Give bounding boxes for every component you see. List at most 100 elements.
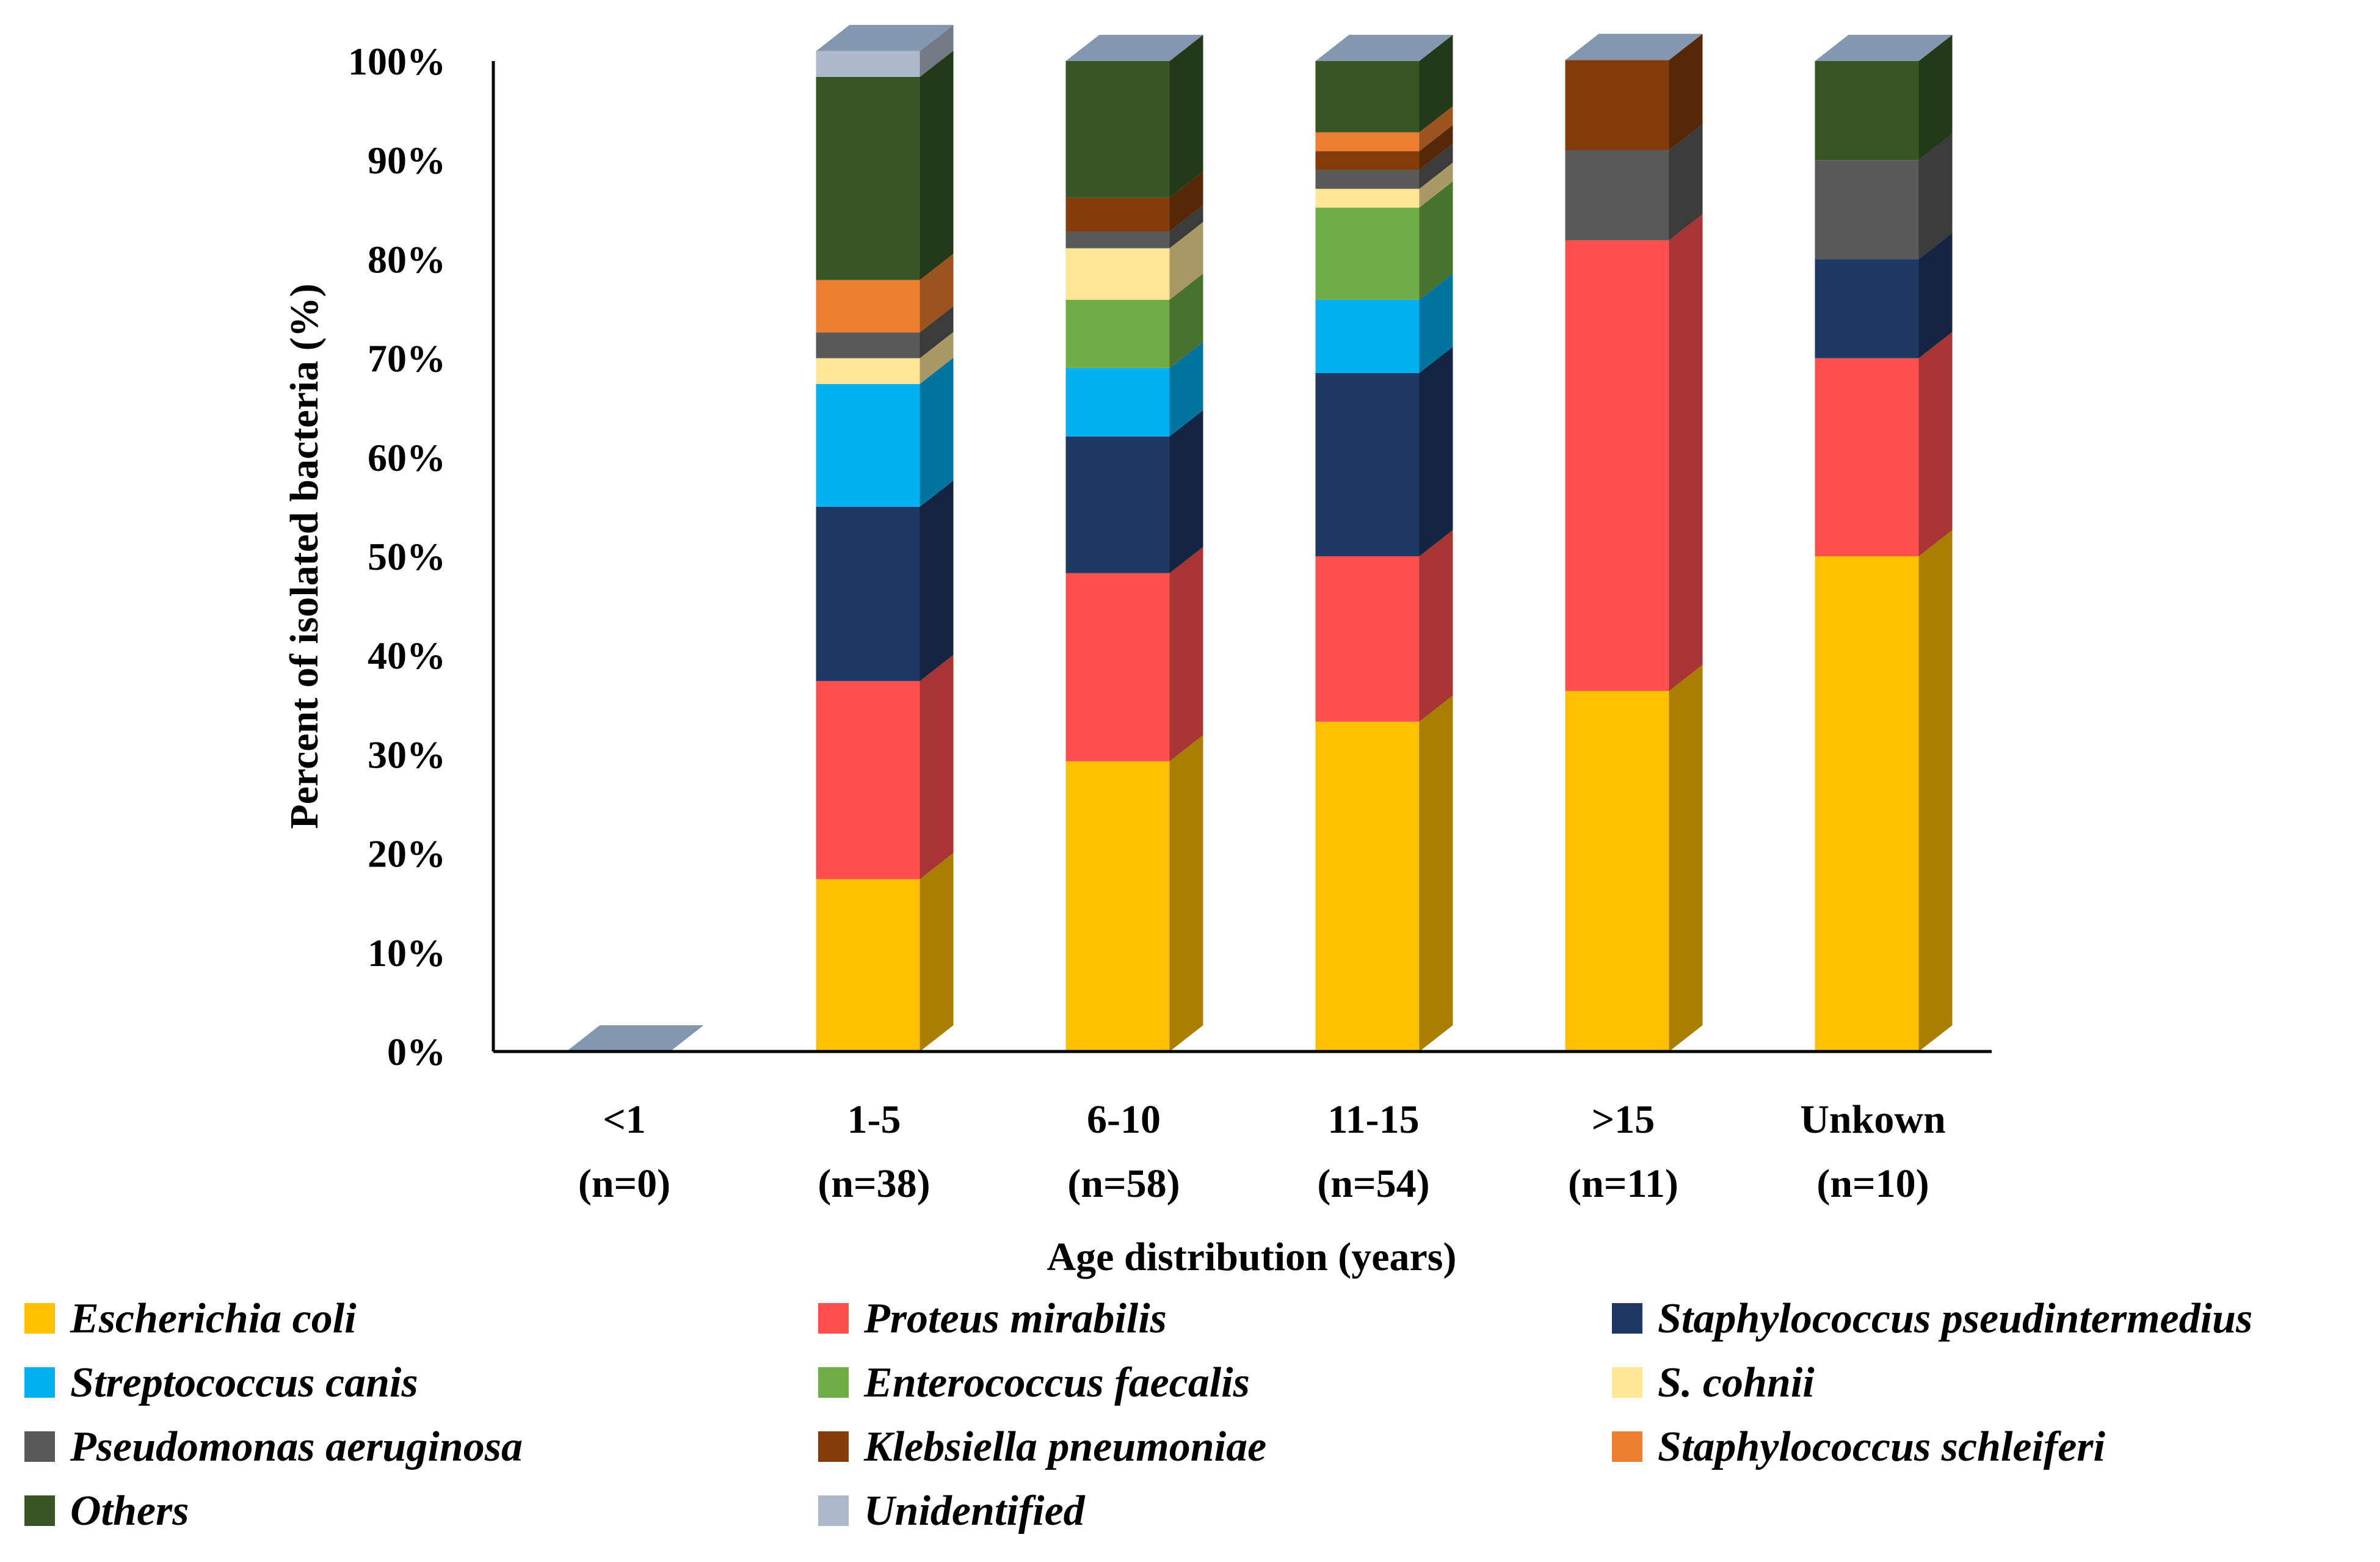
bar-segment [1315,106,1453,151]
bar-segment-side [1419,143,1453,189]
bar-segment [1065,341,1203,437]
bar-segment [1065,735,1203,1052]
bar-segment-side [1918,233,1953,358]
bar-segment-side [1419,346,1453,556]
bar-segment-side [1419,181,1453,300]
bar-segment-side [1669,34,1703,150]
bar-segment-front [816,383,920,507]
legend-label: Unidentified [864,1488,1086,1535]
bar-segment [1815,35,1953,161]
bar-segment-side [1669,664,1703,1052]
legend-item: Staphylococcus pseudintermedius [1612,1295,2252,1342]
bar-segment [1065,205,1203,249]
bar-segment-side [1169,410,1203,573]
bar-segment [1315,695,1453,1052]
legend-swatch [24,1431,55,1462]
bar-top-cap [1565,34,1703,60]
bar-segment [1065,273,1203,368]
bar-segment-side [1169,341,1203,437]
legend-label: Streptococcus canis [70,1359,418,1406]
bar-segment-front [1315,721,1420,1052]
bar-segment-front [1815,259,1919,358]
bar-segment-side [920,306,954,358]
bar-segment-front [1315,299,1420,373]
bar-segment [1565,664,1703,1052]
bar-segment [1815,233,1953,358]
bar-segment [1315,143,1453,189]
bar-segment [1815,530,1953,1052]
bar-segment-side [920,852,954,1052]
x-tick-label: 1-5 [847,1097,901,1142]
legend-label: Proteus mirabilis [863,1295,1167,1342]
bar-segment-side [1419,695,1453,1052]
x-tick-sample-size: (n=38) [818,1161,930,1206]
bar-segment [1815,332,1953,556]
bar-segment-front [1065,368,1170,437]
bar-segment [1315,530,1453,722]
bar-segment-front [1315,61,1420,133]
legend-item: Unidentified [818,1488,1086,1535]
legend-swatch [818,1431,849,1462]
bar-segment [1315,35,1453,133]
bar-segment [1315,181,1453,300]
x-tick-sample-size: (n=11) [1568,1161,1678,1206]
bar-segment [1065,222,1203,300]
bar-segment-front [1315,372,1420,556]
legend-swatch [1612,1367,1642,1398]
legend-item: S. cohnii [1612,1359,1815,1406]
bar-segment-front [1315,208,1420,300]
bar-segment-front [1815,358,1919,556]
bar-segment [1815,134,1953,260]
bar-segment [816,852,954,1052]
legend-label: Others [70,1488,189,1535]
legend-swatch [818,1367,849,1398]
plot-area [566,24,1953,1052]
x-tick-sample-size: (n=54) [1317,1161,1429,1206]
bar-segment [1565,214,1703,691]
bar-segment-side [1419,125,1453,170]
y-tick-label: 90% [368,139,446,182]
bar-segment-front [1065,248,1170,300]
x-tick-sample-size: (n=10) [1816,1161,1929,1206]
bar-segment-front [1065,299,1170,368]
bar-segment-side [920,655,954,879]
y-tick-label: 100% [348,40,446,83]
bar-segment [816,357,954,507]
bar-segment-side [1918,35,1953,161]
bar-segment [1315,273,1453,373]
bar-segment-front [1315,132,1420,151]
legend-label: Klebsiella pneumoniae [863,1423,1266,1470]
legend-label: Escherichia coli [70,1295,357,1342]
x-tick-sample-size: (n=0) [578,1161,670,1206]
y-tick-label: 30% [368,733,446,776]
y-tick-label: 70% [368,337,446,380]
y-tick-label: 50% [368,535,446,578]
bar-top-cap [566,1025,704,1052]
legend-item: Enterococcus faecalis [818,1359,1250,1406]
bar-segment-side [1419,273,1453,373]
legend-label: S. cohnii [1658,1359,1815,1406]
bar-segment [816,306,954,358]
bar-segment [1315,346,1453,556]
bar-segment-front [816,280,920,333]
bar-segment-front [816,332,920,358]
bar-segment [816,655,954,879]
bar-segment-front [1065,197,1170,231]
bar-segment-side [920,50,954,280]
legend-item: Streptococcus canis [24,1359,418,1406]
bar-segment-side [1669,214,1703,691]
bar-segment [816,480,954,681]
legend-label: Pseudomonas aeruginosa [70,1423,523,1470]
legend-label: Staphylococcus pseudintermedius [1658,1295,2252,1342]
legend-swatch [1612,1303,1642,1334]
bar-segment-front [1815,160,1919,260]
bar-segment [1565,123,1703,241]
y-tick-label: 10% [368,931,446,975]
bar-segment-side [920,357,954,507]
bar-top-cap [1065,35,1203,61]
bar-segment [1315,162,1453,208]
legend-item: Staphylococcus schleiferi [1612,1423,2106,1470]
bar-segment-front [816,76,920,280]
bar-segment-side [1169,35,1203,198]
